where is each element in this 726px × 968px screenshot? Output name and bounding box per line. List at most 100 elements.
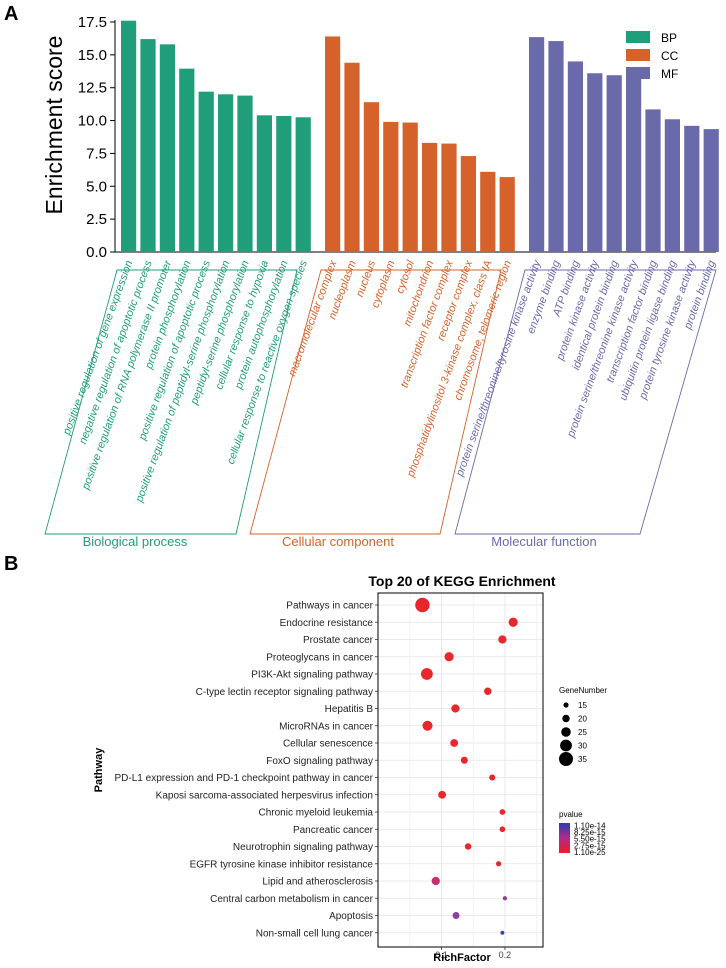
pathway-label: Hepatitis B [325,704,374,715]
pvalue-colorbar [559,823,570,853]
pathway-label: Neurotrophin signaling pathway [233,842,373,853]
pathway-label: Lipid and atherosclerosis [262,877,373,888]
dot-foxo-signaling-pathway [460,756,468,764]
y-tick-label: 12.5 [78,80,107,97]
dot-endocrine-resistance [508,617,518,627]
bar-bp-cellular-response-to-hypoxia [256,115,272,252]
x-tick-label: 0.1 [435,950,448,960]
bar-mf-protein-binding [703,129,719,252]
pathway-label: Non-small cell lung cancer [256,928,374,939]
pathway-label: EGFR tyrosine kinase inhibitor resistanc… [190,859,374,870]
legend-swatch-bp [626,31,650,43]
pathway-label: C-type lectin receptor signaling pathway [196,687,373,698]
kegg-legends: GeneNumber 15 20 25 30 35 pvalue 1.10e-148.25e-… [559,686,607,857]
bar-bp-positive-regulation-of-rna-polymerase-ii-promoter [159,44,175,252]
dot-prostate-cancer [498,635,507,644]
bar-bp-positive-regulation-of-apoptotic-process [198,91,214,253]
pathway-label: Endocrine resistance [280,618,374,629]
bar-cc-nucleoplasm [344,62,360,252]
pathway-label: Central carbon metabolism in cancer [210,894,374,905]
pathway-label: Proteoglycans in cancer [266,652,373,663]
bar-cc-mitochondrion [422,142,438,252]
bar-bp-protein-autophosphorylation [276,115,292,252]
dot-c-type-lectin-receptor-signaling-pathway [484,687,492,695]
gene-number-legend-dot [560,739,572,752]
pvalue-legend-label: 5.50e-15 [574,835,606,844]
pathway-label: FoxO signaling pathway [266,756,373,767]
bar-mf-atp-binding [567,61,583,252]
dot-micrornas-in-cancer [422,720,433,731]
y-tick-label: 7.5 [86,145,107,162]
pathway-label: PD-L1 expression and PD-1 checkpoint pat… [115,773,374,784]
kegg-plot-area: Pathways in cancer Endocrine resistance Pr… [115,592,544,960]
kegg-chart-title: Top 20 of KEGG Enrichment [368,573,556,589]
bar-mf-protein-serine-threonine-kinase-activity [626,76,642,253]
group-bracket-bp [44,269,298,535]
pathway-label: Cellular senescence [283,739,373,750]
gene-number-legend-title: GeneNumber [559,686,607,695]
pathway-label: Pancreatic cancer [293,825,374,836]
pvalue-legend-label: 1.10e-25 [574,848,606,857]
legend-label-mf: MF [661,67,678,81]
bar-bp-positive-regulation-of-gene-expression [121,20,137,252]
pvalue-legend-label: 8.25e-15 [574,828,606,837]
bar-cc-macromolecular-complex [325,36,341,253]
pvalue-legend-label: 2.75e-15 [574,841,606,850]
bar-cc-cytosol [402,122,418,253]
bar-mf-protein-tyrosine-kinase-activity [684,125,700,252]
y-tick-label: 10.0 [78,113,107,130]
bar-cc-nucleus [363,102,379,253]
dot-pd-l1-expression-and-pd-1-checkpoint-pathway-in-cancer [489,774,496,781]
pathway-label: Apoptosis [329,911,373,922]
kegg-plot-frame [377,592,544,948]
pathway-label: PI3K-Akt signaling pathway [251,670,373,681]
gene-number-legend-dot [559,752,573,766]
panel-a-label: A [4,3,18,25]
dot-pathways-in-cancer [415,597,430,613]
panel-a-group-brackets: Biological process Cellular component Mole… [44,269,717,549]
bar-cc-phosphatidylinositol-3-kinase-complex-class-ia [480,171,496,252]
bar-mf-ubiquitin-protein-ligase-binding [664,119,680,252]
legend-label-bp: BP [661,31,677,45]
dot-cellular-senescence [450,739,459,747]
bar-cc-transcription-factor-complex [441,143,457,252]
y-tick-label: 2.5 [86,211,107,228]
y-tick-label: 0.0 [86,244,107,261]
gene-number-legend-dot [562,714,570,723]
y-tick-label: 17.5 [78,14,107,31]
pathway-label: Pathways in cancer [286,601,373,612]
bar-bp-peptidyl-serine-phosphorylation [237,95,253,252]
gene-number-legend-dot [563,702,569,708]
bar-bp-negative-regulation-of-apoptotic-process [140,39,156,253]
dot-egfr-tyrosine-kinase-inhibitor-resistance [495,861,502,867]
bar-bp-protein-phosphorylation [179,68,195,253]
legend-label-cc: CC [661,49,679,63]
bar-cc-chromosome-telomeric-region [499,177,515,252]
bar-cc-receptor-complex [460,156,476,252]
dot-apoptosis [452,912,460,919]
gene-number-legend-label: 15 [578,701,587,710]
panel-a-category-labels: positive regulation of gene expressionne… [61,258,719,505]
pvalue-legend-label: 1.10e-14 [574,822,606,831]
gene-number-legend-label: 25 [578,728,587,737]
kegg-y-axis-label: Pathway [93,747,105,793]
pathway-label: Chronic myeloid leukemia [259,808,374,819]
pathway-label: Kaposi sarcoma-associated herpesvirus in… [156,790,373,801]
dot-lipid-and-atherosclerosis [431,876,440,886]
dot-chronic-myeloid-leukemia [499,809,506,815]
group-bracket-cc [249,269,502,535]
dot-hepatitis-b [451,704,460,713]
y-tick-label: 5.0 [86,178,107,195]
panel-a-legend: BP CC MF [626,31,679,81]
bar-bp-positive-regulation-of-peptidyl-serine-phosphorylation [218,94,234,253]
bar-mf-protein-kinase-activity [587,73,603,252]
dot-neurotrophin-signaling-pathway [464,843,472,850]
panel-a-y-axis-label: Enrichment score [41,36,67,215]
panel-a-axes: 0.0 2.5 5.0 7.5 10.0 12.5 15.0 17.5 [78,14,716,261]
panel-b-label: B [4,553,18,575]
x-tick-label: 0.2 [499,950,512,960]
bar-mf-identical-protein-binding [606,75,622,252]
group-label-mf: Molecular function [491,534,597,549]
legend-swatch-mf [626,67,650,79]
